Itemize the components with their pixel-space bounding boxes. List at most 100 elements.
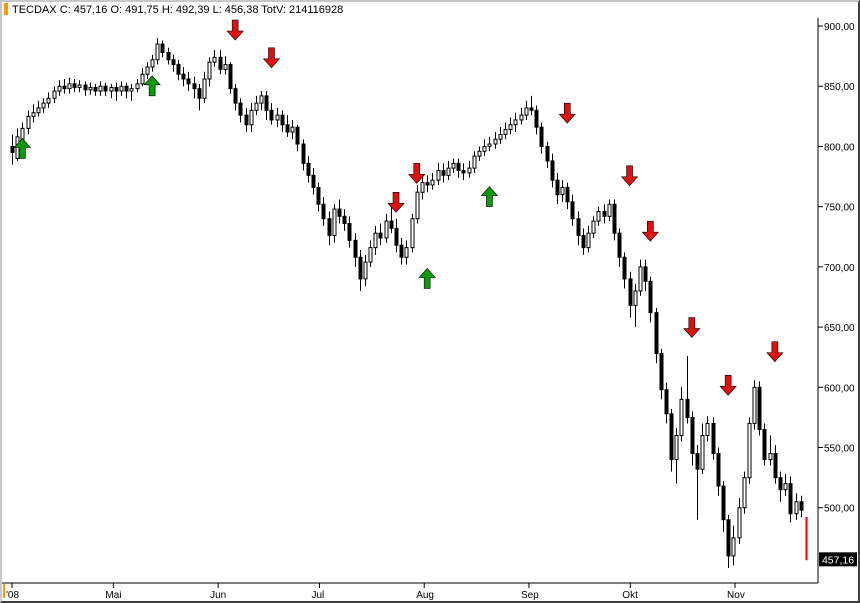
candle-body	[202, 78, 207, 99]
candle	[539, 122, 544, 154]
candle	[711, 417, 716, 460]
candle	[638, 259, 643, 296]
candle-body	[654, 312, 659, 355]
candle-body	[363, 261, 368, 280]
candle-body	[555, 179, 560, 196]
candle	[275, 107, 280, 128]
symbol-name: TECDAX	[12, 4, 57, 16]
x-tick-label: Sep	[521, 590, 539, 601]
candle-body	[10, 145, 15, 153]
candle	[472, 151, 477, 173]
candle	[347, 216, 352, 248]
candle	[726, 514, 731, 568]
candle	[685, 356, 690, 424]
candle-body	[794, 501, 799, 515]
buy-signal-arrow	[418, 268, 436, 289]
candle	[223, 56, 228, 75]
candle	[524, 100, 529, 120]
candle-body	[602, 210, 607, 217]
candle	[290, 119, 295, 140]
candle	[197, 83, 202, 111]
candle-body	[628, 278, 633, 306]
candle-body	[721, 485, 726, 521]
candle	[487, 136, 492, 152]
candle-body	[778, 477, 783, 491]
ohlc-info: C: 457,16 O: 491,75 H: 492,39 L: 456,38 …	[59, 4, 344, 16]
candle	[648, 276, 653, 323]
candle-body	[404, 247, 409, 258]
candle	[394, 218, 399, 253]
candle-body	[638, 266, 643, 292]
candle-body	[57, 85, 62, 92]
candle-body	[88, 86, 93, 91]
candle	[436, 163, 441, 185]
candle	[612, 199, 617, 241]
candle-body	[124, 85, 129, 92]
candle	[576, 211, 581, 246]
candle-body	[503, 129, 508, 135]
y-tick-label: 750,00	[824, 203, 855, 214]
candle	[264, 91, 269, 120]
candle-body	[493, 138, 498, 145]
candle-body	[244, 114, 249, 126]
candle-body	[674, 434, 679, 461]
candle-body	[576, 218, 581, 237]
candle-body	[498, 133, 503, 140]
candle	[145, 62, 150, 80]
candle	[244, 107, 249, 132]
candle-body	[524, 107, 529, 116]
candle	[456, 158, 461, 178]
sell-signal-arrow	[620, 165, 639, 187]
candle-body	[788, 483, 793, 515]
candle	[103, 82, 108, 96]
x-tick-label: '08	[6, 590, 19, 601]
candle	[358, 250, 363, 291]
candle	[716, 447, 721, 496]
candle	[664, 382, 669, 424]
candle-body	[436, 170, 441, 181]
candle-body	[664, 389, 669, 415]
candle	[135, 79, 140, 93]
candle	[430, 172, 435, 190]
candle-body	[290, 126, 295, 133]
candle-body	[773, 453, 778, 479]
candle-body	[368, 247, 373, 263]
candle-body	[565, 186, 570, 203]
y-tick-label: 650,00	[824, 323, 855, 334]
candle	[602, 204, 607, 224]
candle-body	[98, 85, 103, 92]
candle	[254, 95, 259, 116]
candle-body	[487, 143, 492, 147]
candle-body	[52, 90, 57, 99]
candle	[404, 240, 409, 265]
candle	[690, 411, 695, 466]
candle-body	[135, 83, 140, 90]
candle	[643, 259, 648, 291]
candle	[415, 184, 420, 224]
sell-signal-arrow	[683, 317, 701, 338]
sell-signal-arrow	[387, 192, 405, 213]
candle-body	[249, 109, 254, 126]
candle	[617, 228, 622, 267]
candle	[238, 98, 243, 123]
candle-body	[394, 227, 399, 246]
candle	[794, 493, 799, 520]
y-tick-label: 550,00	[824, 444, 855, 455]
candle-body	[643, 266, 648, 282]
candle-body	[41, 102, 46, 109]
candle	[321, 197, 326, 226]
candle-body	[269, 109, 274, 121]
candle	[150, 54, 155, 72]
candle	[654, 307, 659, 364]
candle	[384, 213, 389, 243]
x-tick-label: Okt	[622, 590, 638, 601]
candle	[327, 211, 332, 246]
candle-body	[783, 483, 788, 491]
candle-body	[285, 124, 290, 133]
candle	[389, 204, 394, 234]
candle-body	[607, 203, 612, 217]
candle-body	[295, 126, 300, 145]
candle	[285, 115, 290, 137]
candle	[768, 435, 773, 466]
candle	[519, 107, 524, 125]
